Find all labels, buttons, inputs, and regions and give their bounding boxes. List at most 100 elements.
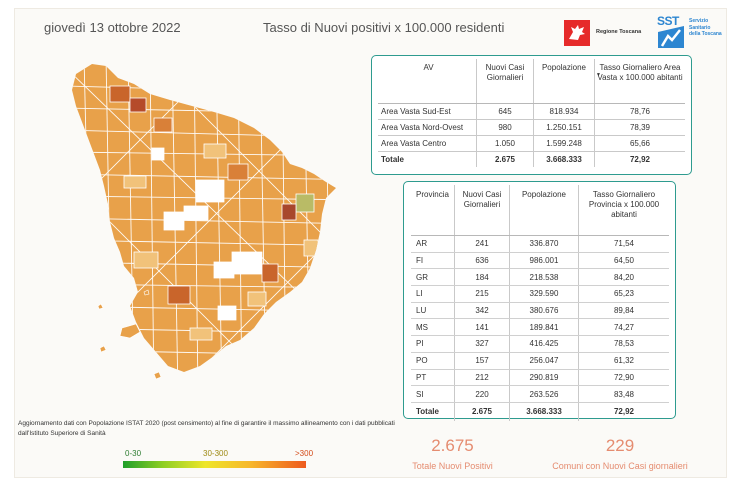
provincia-population: 290.819 bbox=[509, 369, 579, 387]
provincia-total-rate: 72,92 bbox=[578, 402, 669, 421]
report-date: giovedì 13 ottobre 2022 bbox=[44, 20, 181, 35]
map-regions bbox=[72, 64, 336, 372]
area-vasta-grid: AV Nuovi Casi Giornalieri Popolazione Ta… bbox=[378, 59, 685, 167]
table-row: LI 215 329.590 65,23 bbox=[411, 285, 669, 303]
legend-mid-label: 30-300 bbox=[203, 449, 228, 458]
kpi-total-label: Totale Nuovi Positivi bbox=[412, 461, 493, 471]
kpi-total-value: 2.675 bbox=[431, 436, 474, 455]
provincia-cases: 157 bbox=[454, 352, 510, 370]
provincia-cases: 342 bbox=[454, 302, 510, 320]
table-row: Area Vasta Nord-Ovest 980 1.250.151 78,3… bbox=[378, 119, 685, 136]
provincia-population: 218.538 bbox=[509, 268, 579, 287]
kpi-comuni-value: 229 bbox=[605, 436, 635, 455]
col-header-population: Popolazione bbox=[509, 185, 579, 236]
provincia-code: FI bbox=[411, 252, 455, 270]
provincia-cases: 327 bbox=[454, 335, 510, 353]
data-update-note: Aggiornamento dati con Popolazione ISTAT… bbox=[18, 420, 395, 437]
av-rate: 65,66 bbox=[594, 135, 685, 152]
table-row: MS 141 189.841 74,27 bbox=[411, 318, 669, 337]
av-population: 1.599.248 bbox=[533, 135, 595, 152]
tuscany-map[interactable] bbox=[64, 56, 364, 396]
av-name: Area Vasta Nord-Ovest bbox=[378, 119, 477, 136]
provincia-rate: 89,84 bbox=[578, 302, 669, 320]
provincia-rate: 83,48 bbox=[578, 385, 669, 403]
kpi-comuni: 229 Comuni con Nuovi Casi giornalieri bbox=[541, 436, 699, 471]
sst-mark-icon: SST bbox=[656, 14, 686, 50]
col-header-population: Popolazione bbox=[533, 59, 595, 104]
table-row: PT 212 290.819 72,90 bbox=[411, 369, 669, 387]
provincia-code: LI bbox=[411, 285, 455, 303]
provincia-cases: 215 bbox=[454, 285, 510, 303]
provincia-rate: 74,27 bbox=[578, 318, 669, 337]
col-header-rate: Tasso Giornaliero Provincia x 100.000 ab… bbox=[578, 185, 669, 236]
provincia-code: AR bbox=[411, 235, 455, 253]
col-header-provincia: Provincia bbox=[411, 185, 455, 236]
provincia-rate: 65,23 bbox=[578, 285, 669, 303]
provincia-code: PI bbox=[411, 335, 455, 353]
av-rate: 78,76 bbox=[594, 103, 685, 120]
table-row: Area Vasta Sud-Est 645 818.934 78,76 bbox=[378, 103, 685, 120]
provincia-population: 986.001 bbox=[509, 252, 579, 270]
kpi-comuni-label: Comuni con Nuovi Casi giornalieri bbox=[552, 461, 688, 471]
av-population: 1.250.151 bbox=[533, 119, 595, 136]
col-header-av: AV bbox=[378, 59, 477, 104]
provincia-total-label: Totale bbox=[416, 407, 439, 417]
av-name: Area Vasta Centro bbox=[378, 135, 477, 152]
provincia-code: LU bbox=[411, 302, 455, 320]
col-header-rate[interactable]: Tasso Giornaliero Area Vasta x 100.000 a… bbox=[594, 59, 685, 104]
table-row: Area Vasta Centro 1.050 1.599.248 65,66 bbox=[378, 135, 685, 152]
provincia-table: Provincia Nuovi Casi Giornalieri Popolaz… bbox=[403, 181, 676, 421]
provincia-population: 256.047 bbox=[509, 352, 579, 370]
area-vasta-table: AV Nuovi Casi Giornalieri Popolazione Ta… bbox=[371, 55, 692, 175]
table-row: PO 157 256.047 61,32 bbox=[411, 352, 669, 370]
av-total-rate: 72,92 bbox=[594, 151, 685, 167]
av-name: Area Vasta Sud-Est bbox=[378, 103, 477, 120]
provincia-total-cases: 2.675 bbox=[454, 402, 510, 421]
provincia-cases: 241 bbox=[454, 235, 510, 253]
provincia-cases: 636 bbox=[454, 252, 510, 270]
provincia-cases: 220 bbox=[454, 385, 510, 403]
sst-abbr: SST bbox=[657, 14, 679, 28]
provincia-population: 416.425 bbox=[509, 335, 579, 353]
provincia-population: 189.841 bbox=[509, 318, 579, 337]
table-header-row: AV Nuovi Casi Giornalieri Popolazione Ta… bbox=[378, 59, 685, 104]
av-total-population: 3.668.333 bbox=[533, 151, 595, 167]
col-header-cases: Nuovi Casi Giornalieri bbox=[476, 59, 534, 104]
col-header-rate-label: Tasso Giornaliero Area Vasta x 100.000 a… bbox=[597, 63, 683, 82]
regione-toscana-label: Regione Toscana bbox=[596, 29, 642, 35]
table-row: SI 220 263.526 83,48 bbox=[411, 385, 669, 403]
provincia-population: 336.870 bbox=[509, 235, 579, 253]
legend-gradient-bar bbox=[123, 461, 306, 468]
table-row: AR 241 336.870 71,54 bbox=[411, 235, 669, 253]
sst-logo: SST Servizio Sanitario della Toscana bbox=[656, 14, 722, 50]
av-cases: 980 bbox=[476, 119, 534, 136]
regione-toscana-logo: Regione Toscana bbox=[564, 20, 644, 46]
provincia-code: MS bbox=[411, 318, 455, 337]
provincia-rate: 72,90 bbox=[578, 369, 669, 387]
provincia-total-population: 3.668.333 bbox=[509, 402, 579, 421]
av-cases: 645 bbox=[476, 103, 534, 120]
provincia-rate: 61,32 bbox=[578, 352, 669, 370]
provincia-cases: 141 bbox=[454, 318, 510, 337]
provincia-cases: 184 bbox=[454, 268, 510, 287]
provincia-rate: 71,54 bbox=[578, 235, 669, 253]
provincia-grid: Provincia Nuovi Casi Giornalieri Popolaz… bbox=[411, 185, 669, 421]
av-population: 818.934 bbox=[533, 103, 595, 120]
provincia-code: PO bbox=[411, 352, 455, 370]
provincia-rate: 64,50 bbox=[578, 252, 669, 270]
provincia-population: 263.526 bbox=[509, 385, 579, 403]
av-total-cases: 2.675 bbox=[476, 151, 534, 167]
sst-sub-label: Servizio Sanitario della Toscana bbox=[689, 18, 722, 37]
pegasus-icon bbox=[564, 20, 590, 46]
islands bbox=[97, 289, 162, 380]
table-row: GR 184 218.538 84,20 bbox=[411, 268, 669, 287]
col-header-cases: Nuovi Casi Giornalieri bbox=[454, 185, 510, 236]
av-cases: 1.050 bbox=[476, 135, 534, 152]
provincia-rate: 84,20 bbox=[578, 268, 669, 287]
table-total-row: Totale 2.675 3.668.333 72,92 bbox=[411, 402, 669, 421]
legend-high-label: >300 bbox=[295, 449, 314, 458]
table-row: FI 636 986.001 64,50 bbox=[411, 252, 669, 270]
av-total-label: Totale bbox=[381, 155, 404, 164]
provincia-population: 380.676 bbox=[509, 302, 579, 320]
page-title: Tasso di Nuovi positivi x 100.000 reside… bbox=[263, 20, 505, 35]
